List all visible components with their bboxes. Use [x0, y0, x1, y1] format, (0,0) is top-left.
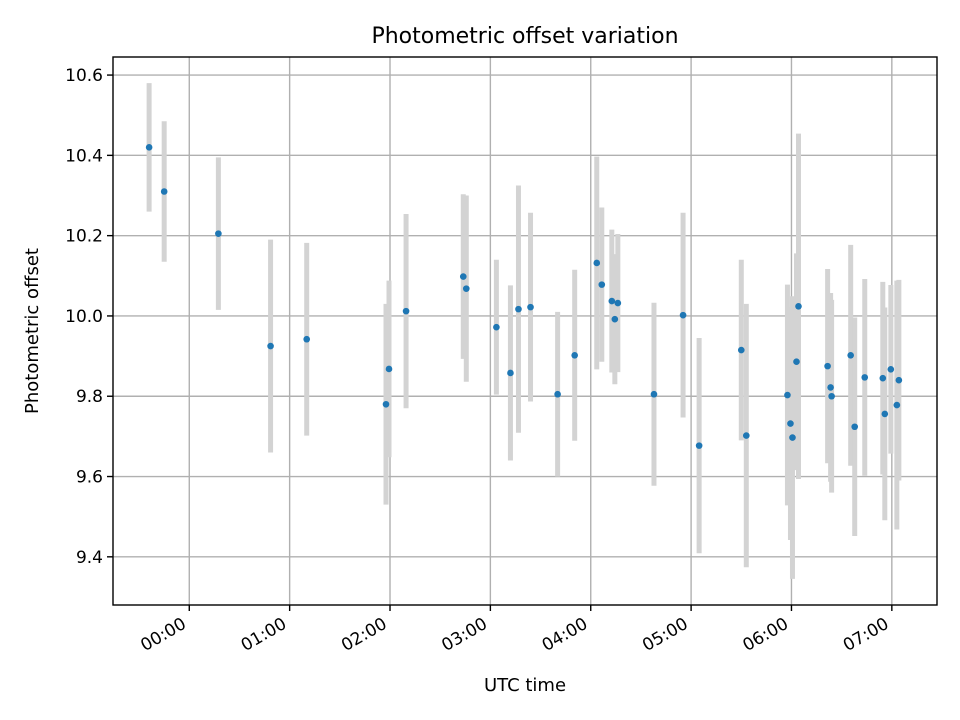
data-point-21	[650, 390, 658, 398]
data-point-27	[787, 420, 794, 427]
point-layer	[145, 144, 903, 449]
data-point-11	[507, 369, 514, 377]
data-point-29	[793, 358, 800, 366]
data-point-35	[851, 423, 859, 431]
grid-layer	[113, 57, 937, 605]
data-point-20	[614, 299, 622, 307]
data-point-7	[402, 307, 410, 315]
data-point-12	[515, 305, 522, 313]
y-tick-label-3: 10.0	[65, 307, 103, 327]
data-point-41	[895, 376, 903, 384]
data-point-28	[789, 434, 796, 441]
data-point-13	[527, 303, 534, 311]
x-axis-label: UTC time	[484, 675, 566, 696]
x-tick-label-5: 05:00	[639, 614, 691, 656]
y-tick-label-4: 10.2	[65, 227, 103, 247]
data-point-31	[824, 362, 831, 370]
data-point-22	[679, 311, 687, 319]
y-tick-label-5: 10.4	[65, 146, 103, 166]
data-point-25	[743, 432, 750, 439]
data-point-9	[462, 285, 470, 292]
data-point-34	[847, 351, 854, 359]
data-point-23	[695, 442, 703, 449]
y-tick-label-1: 9.6	[76, 468, 103, 488]
y-tick-label-6: 10.6	[65, 66, 103, 86]
data-point-14	[554, 390, 561, 398]
data-point-3	[267, 342, 274, 350]
data-point-1	[160, 188, 168, 195]
x-tick-label-7: 07:00	[840, 614, 892, 656]
data-point-19	[611, 315, 619, 323]
data-point-8	[459, 273, 467, 280]
x-tick-label-2: 02:00	[338, 614, 390, 656]
data-point-39	[887, 366, 895, 373]
data-point-24	[737, 346, 745, 354]
data-point-32	[827, 384, 834, 391]
x-axis: 00:00 01:00 02:00 03:00 04:00 05:00 06:00 07:00	[137, 605, 893, 656]
data-point-2	[215, 230, 222, 237]
data-point-6	[385, 365, 393, 373]
plot-frame	[112, 56, 938, 606]
data-point-26	[784, 391, 791, 399]
x-tick-label-3: 03:00	[438, 614, 490, 656]
data-point-16	[593, 259, 601, 267]
errorbar-layer	[146, 83, 902, 579]
data-point-4	[303, 335, 311, 343]
y-tick-label-0: 9.4	[76, 548, 103, 568]
x-tick-label-0: 00:00	[137, 614, 189, 656]
x-tick-label-1: 01:00	[238, 614, 290, 656]
data-point-30	[795, 303, 802, 310]
y-axis: 9.4 9.6 9.8 10.0 10.2 10.4 10.6	[65, 66, 113, 568]
chart-title: Photometric offset variation	[371, 24, 678, 49]
y-axis-label: Photometric offset	[22, 248, 43, 414]
data-point-5	[382, 400, 390, 408]
data-point-17	[598, 281, 606, 288]
x-tick-label-6: 06:00	[740, 614, 792, 656]
data-point-15	[571, 351, 578, 359]
data-point-10	[493, 323, 500, 331]
data-point-38	[881, 410, 889, 418]
y-tick-label-2: 9.8	[76, 387, 103, 407]
data-point-18	[608, 297, 616, 305]
x-tick-label-4: 04:00	[539, 614, 591, 656]
data-point-36	[861, 374, 869, 381]
data-point-40	[893, 401, 901, 409]
data-point-33	[828, 392, 835, 400]
data-point-0	[145, 144, 153, 151]
data-point-37	[879, 374, 887, 382]
